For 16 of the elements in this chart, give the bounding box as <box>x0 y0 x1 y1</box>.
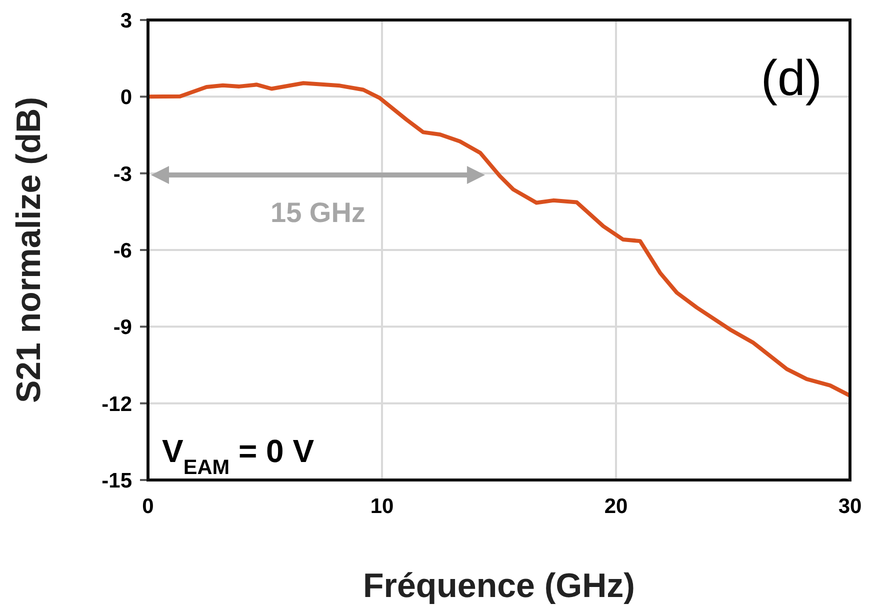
annotation: (d) <box>760 50 822 106</box>
annotation: V$_{EAM}$ = 0 V <box>162 433 315 478</box>
x-tick-label: 10 <box>370 494 394 518</box>
y-tick-label: -3 <box>113 162 132 186</box>
x-axis-title: Fréquence (GHz) <box>362 567 636 605</box>
x-tick-label: 20 <box>604 494 628 518</box>
y-tick-label: -9 <box>113 316 132 340</box>
y-tick-label: -15 <box>102 469 132 492</box>
y-tick-label: -12 <box>102 392 132 416</box>
y-axis-title: S21 normalize (dB) <box>10 96 48 404</box>
x-tick-label: 0 <box>142 494 154 518</box>
y-tick-label: 3 <box>120 9 132 32</box>
y-tick-label: -6 <box>113 239 132 262</box>
y-tick-label: 0 <box>120 86 132 110</box>
x-tick-label: 30 <box>838 494 862 518</box>
annotation: 15 GHz <box>270 197 366 228</box>
